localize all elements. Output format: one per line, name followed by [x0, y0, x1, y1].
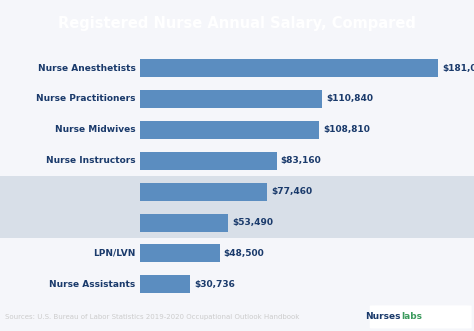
Text: LPN/LVN: LPN/LVN	[93, 249, 136, 258]
Bar	[140, 207, 469, 238]
Text: Nurses: Nurses	[365, 312, 401, 321]
Text: $83,160: $83,160	[281, 156, 321, 165]
Bar	[140, 275, 191, 293]
Text: Registered Nurses: Registered Nurses	[42, 187, 136, 196]
Text: $77,460: $77,460	[272, 187, 312, 196]
Text: labs: labs	[401, 312, 422, 321]
Bar	[469, 176, 474, 207]
Text: Nurse Practitioners: Nurse Practitioners	[36, 94, 136, 104]
Bar	[140, 213, 228, 231]
Bar	[140, 245, 220, 262]
Bar	[140, 59, 438, 77]
Text: Nurse Midwives: Nurse Midwives	[55, 125, 136, 134]
Text: $53,490: $53,490	[232, 218, 273, 227]
Bar	[140, 121, 319, 139]
Text: $48,500: $48,500	[224, 249, 264, 258]
Bar	[0, 176, 140, 207]
Text: $181,040: $181,040	[442, 64, 474, 72]
Bar	[0, 207, 140, 238]
Text: $108,810: $108,810	[323, 125, 370, 134]
Text: Nurse Anesthetists: Nurse Anesthetists	[38, 64, 136, 72]
Text: $30,736: $30,736	[194, 280, 235, 289]
Text: National Average: National Average	[47, 218, 136, 227]
Text: Nurse Assistants: Nurse Assistants	[49, 280, 136, 289]
Text: $110,840: $110,840	[327, 94, 374, 104]
Bar	[469, 207, 474, 238]
Text: Nurse Instructors: Nurse Instructors	[46, 156, 136, 165]
Bar	[0, 207, 140, 238]
Bar	[0, 176, 140, 207]
Bar	[140, 176, 469, 207]
Text: Registered Nurse Annual Salary, Compared: Registered Nurse Annual Salary, Compared	[58, 17, 416, 31]
Bar	[140, 152, 277, 170]
Bar	[140, 183, 267, 201]
Bar	[140, 90, 322, 108]
Text: Sources: U.S. Bureau of Labor Statistics 2019-2020 Occupational Outlook Handbook: Sources: U.S. Bureau of Labor Statistics…	[5, 314, 299, 320]
FancyBboxPatch shape	[370, 306, 472, 328]
